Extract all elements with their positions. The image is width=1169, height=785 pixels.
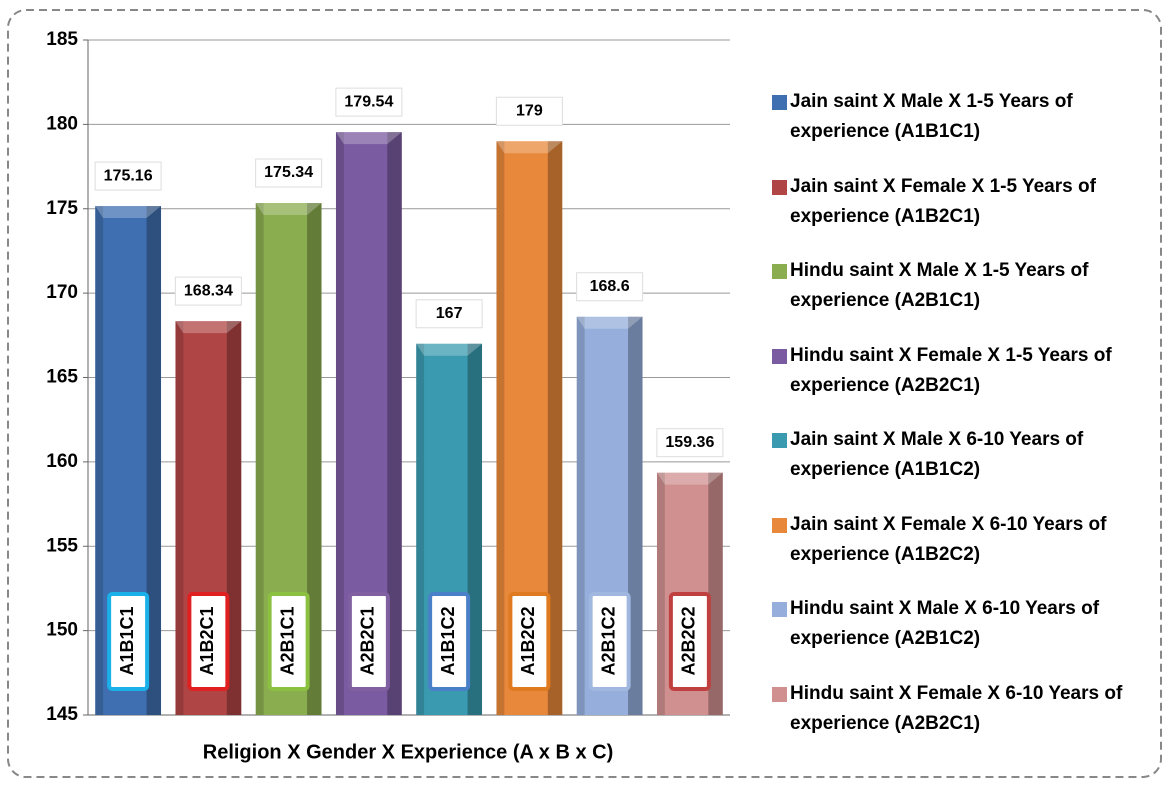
category-box (508, 592, 551, 691)
legend-entry: Jain saint X Female X 6-10 Years of expe… (790, 513, 1107, 565)
y-tick-label: 170 (46, 282, 78, 303)
bar-shade (416, 343, 425, 715)
value-label: 168.6 (590, 278, 630, 295)
legend-swatch (772, 179, 787, 195)
y-tick-label: 165 (46, 367, 78, 388)
category-box (668, 592, 711, 691)
legend-entry: Jain saint X Male X 1-5 Years of experie… (790, 91, 1073, 142)
legend-swatch (772, 686, 787, 702)
category-box (588, 592, 631, 691)
x-axis-label: Religion X Gender X Experience (A x B x … (203, 741, 613, 763)
bar-top (656, 472, 723, 485)
category-box (187, 592, 230, 691)
bar-shade (307, 203, 322, 715)
legend-swatch (772, 433, 787, 448)
bar-top (335, 132, 402, 145)
bar-top (175, 321, 242, 334)
y-tick-label: 185 (46, 29, 78, 50)
bar-top (255, 203, 322, 216)
legend-entry: Jain saint X Female X 1-5 Years of exper… (790, 175, 1096, 227)
value-label-box (415, 299, 483, 329)
x-tick-label: A2B1C1 (277, 606, 297, 675)
x-tick-label: A1B2C1 (197, 606, 217, 675)
value-label: 168.34 (184, 282, 233, 299)
y-tick-label: 160 (46, 451, 78, 472)
bar-shade (708, 472, 723, 715)
y-tick-label: 155 (46, 535, 78, 556)
value-label: 159.36 (665, 434, 714, 451)
bar-shade (175, 321, 184, 715)
category-box (347, 592, 390, 691)
legend-swatch (772, 517, 787, 533)
value-label: 167 (436, 305, 463, 322)
bar-shade (335, 132, 344, 715)
x-tick-label: A2B2C2 (679, 606, 699, 675)
value-label: 175.16 (104, 167, 153, 184)
value-label: 175.34 (264, 164, 313, 181)
category-box (107, 592, 150, 691)
bar-shade (146, 206, 162, 716)
bar-top (416, 343, 483, 356)
value-label: 179.54 (344, 93, 393, 110)
bar-shade (628, 316, 643, 715)
x-tick-label: A1B1C1 (117, 606, 137, 675)
x-tick-label: A2B1C2 (598, 606, 618, 675)
y-tick-label: 150 (46, 620, 78, 641)
legend-entry: Hindu saint X Female X 1-5 Years of expe… (790, 344, 1112, 396)
bar-shade (576, 316, 585, 715)
value-label: 179 (516, 102, 543, 119)
value-label-box (576, 272, 644, 302)
value-label-box (656, 428, 724, 458)
bar-shade (467, 343, 483, 715)
legend-entry: Hindu saint X Male X 1-5 Years of experi… (790, 260, 1089, 311)
bar-shade (95, 206, 104, 716)
value-label-box (335, 87, 403, 117)
bar-shade (255, 203, 264, 715)
y-tick-label: 180 (46, 113, 78, 134)
bar-shade (547, 141, 563, 715)
category-box (428, 592, 471, 691)
x-tick-label: A2B2C1 (358, 606, 378, 675)
value-label-box (94, 161, 162, 191)
value-label-box (495, 96, 563, 126)
y-tick-label: 175 (46, 198, 78, 219)
legend-swatch (772, 264, 787, 279)
x-tick-label: A1B1C2 (438, 606, 458, 675)
legend-entry: Jain saint X Male X 6-10 Years of experi… (790, 429, 1084, 480)
bar-shade (656, 472, 665, 715)
x-tick-label: A1B2C2 (518, 606, 538, 675)
legend-swatch (772, 602, 787, 617)
legend-swatch (772, 95, 787, 110)
value-label-box (255, 158, 323, 188)
legend-entry: Hindu saint X Male X 6-10 Years of exper… (790, 598, 1100, 649)
bar-shade (496, 141, 505, 715)
border (7, 9, 1162, 778)
legend-swatch (772, 348, 787, 364)
bar-shade (387, 132, 402, 715)
value-label-box (174, 276, 242, 306)
legend-entry: Hindu saint X Female X 6-10 Years of exp… (790, 682, 1123, 734)
category-box (267, 592, 310, 691)
bar-top (95, 206, 162, 219)
y-tick-label: 145 (46, 704, 78, 725)
bar-shade (226, 321, 242, 715)
bar-top (576, 316, 643, 329)
bar-top (496, 141, 563, 154)
